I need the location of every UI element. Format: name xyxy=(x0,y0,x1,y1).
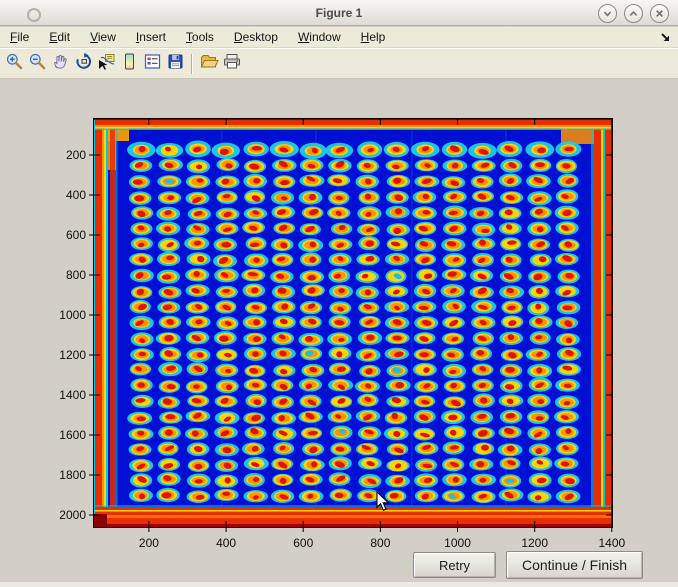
x-tick-label: 200 xyxy=(138,536,159,550)
pan-icon xyxy=(51,52,70,76)
zoom-in-button[interactable] xyxy=(3,52,26,76)
x-tick-label: 1400 xyxy=(598,536,626,550)
maximize-button[interactable] xyxy=(624,4,643,23)
continue-finish-button[interactable]: Continue / Finish xyxy=(506,551,643,579)
zoom-in-icon xyxy=(5,52,24,76)
x-tick-label: 400 xyxy=(216,536,237,550)
menu-desktop[interactable]: Desktop xyxy=(233,30,278,44)
y-tick-label: 1200 xyxy=(59,348,86,362)
menu-help[interactable]: Help xyxy=(360,30,386,44)
window-bottom-edge xyxy=(0,582,678,587)
y-tick-label: 600 xyxy=(65,228,86,242)
y-tick-label: 400 xyxy=(65,188,86,202)
save-icon xyxy=(166,52,185,76)
zoom-out-icon xyxy=(28,52,47,76)
insert-legend-icon xyxy=(143,52,162,76)
y-tick-label: 1400 xyxy=(59,388,86,402)
plot-axes[interactable] xyxy=(89,118,613,532)
data-cursor-button[interactable] xyxy=(95,52,118,76)
menu-edit[interactable]: Edit xyxy=(49,30,71,44)
insert-colorbar-icon xyxy=(120,52,139,76)
x-tick-label: 800 xyxy=(370,536,391,550)
y-tick-label: 1600 xyxy=(59,428,86,442)
print-button[interactable] xyxy=(220,52,243,76)
chevron-down-icon xyxy=(601,7,614,20)
window-title: Figure 1 xyxy=(315,6,363,20)
open-folder-icon xyxy=(199,52,219,76)
x-tick-label: 1000 xyxy=(444,536,471,550)
open-folder-button[interactable] xyxy=(197,52,220,76)
window-menu-icon[interactable] xyxy=(27,8,41,22)
y-tick-label: 1800 xyxy=(59,468,86,482)
figure-canvas: 200 400 600 800 1000 1200 1400 1600 1800 2000 200… xyxy=(0,80,678,587)
rotate-3d-icon xyxy=(74,52,93,76)
chevron-up-icon xyxy=(627,7,640,20)
figure-toolbar xyxy=(0,48,678,79)
zoom-out-button[interactable] xyxy=(26,52,49,76)
dock-arrow-icon[interactable] xyxy=(659,31,671,46)
close-button[interactable] xyxy=(650,4,669,23)
pan-button[interactable] xyxy=(49,52,72,76)
y-tick-label: 200 xyxy=(65,148,86,162)
rotate-3d-button[interactable] xyxy=(72,52,95,76)
x-tick-label: 1200 xyxy=(521,536,549,550)
print-icon xyxy=(222,52,242,76)
window-controls xyxy=(598,4,669,23)
menu-tools[interactable]: Tools xyxy=(185,30,214,44)
y-tick-label: 800 xyxy=(65,268,86,282)
save-button[interactable] xyxy=(164,52,187,76)
y-tick-label: 1000 xyxy=(59,308,86,322)
microarray-image xyxy=(89,118,613,532)
close-icon xyxy=(653,7,666,20)
toolbar-separator xyxy=(191,53,193,74)
menu-bar: File Edit View Insert Tools Desktop Window Help xyxy=(0,27,678,48)
y-tick-label: 2000 xyxy=(59,508,86,522)
shade-button[interactable] xyxy=(598,4,617,23)
menu-window[interactable]: Window xyxy=(297,30,341,44)
insert-colorbar-button[interactable] xyxy=(118,52,141,76)
x-tick-label: 600 xyxy=(293,536,314,550)
retry-button[interactable]: Retry xyxy=(413,552,496,578)
menu-file[interactable]: File xyxy=(10,30,30,44)
insert-legend-button[interactable] xyxy=(141,52,164,76)
title-bar: Figure 1 xyxy=(0,0,678,26)
menu-insert[interactable]: Insert xyxy=(135,30,166,44)
menu-view[interactable]: View xyxy=(90,30,116,44)
data-cursor-icon xyxy=(97,52,116,76)
